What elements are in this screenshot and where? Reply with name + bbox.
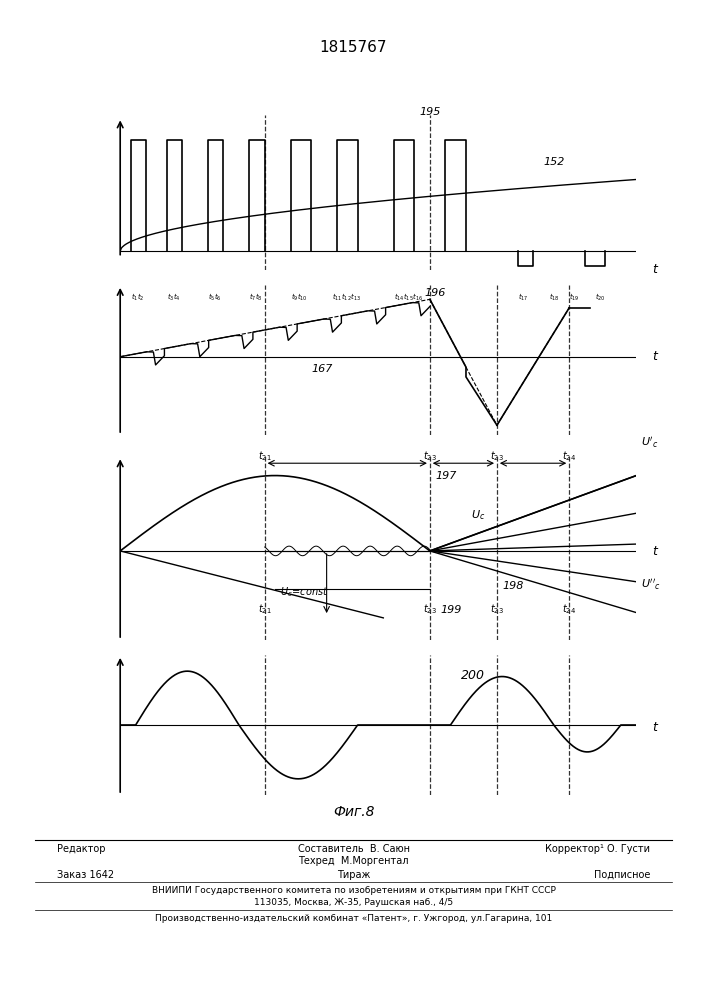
Text: Редактор: Редактор <box>57 844 105 854</box>
Text: ВНИИПИ Государственного комитета по изобретениям и открытиям при ГКНТ СССР: ВНИИПИ Государственного комитета по изоб… <box>151 886 556 895</box>
Text: $t_{14}t_{15}t_{16}$: $t_{14}t_{15}t_{16}$ <box>394 292 423 303</box>
Text: 196: 196 <box>425 288 446 298</box>
Text: $t_{23}$: $t_{23}$ <box>490 449 504 463</box>
Text: $t_{19}$: $t_{19}$ <box>569 292 580 303</box>
Text: $t_{24}$: $t_{24}$ <box>562 602 576 616</box>
Text: $t_{21}$: $t_{21}$ <box>258 449 271 463</box>
Text: $t$: $t$ <box>652 545 659 558</box>
Text: $t_{23}$: $t_{23}$ <box>423 602 437 616</box>
Text: $t_5t_6$: $t_5t_6$ <box>208 292 221 303</box>
Text: $t$: $t$ <box>652 721 659 734</box>
Text: $U'_c$: $U'_c$ <box>641 435 659 450</box>
Text: $U_c\!=\!const$: $U_c\!=\!const$ <box>280 585 329 599</box>
Text: Подписное: Подписное <box>594 870 650 880</box>
Text: Составитель  В. Саюн: Составитель В. Саюн <box>298 844 409 854</box>
Text: $t_3t_4$: $t_3t_4$ <box>167 292 180 303</box>
Text: Корректор¹ О. Густи: Корректор¹ О. Густи <box>545 844 650 854</box>
Text: 152: 152 <box>544 157 565 167</box>
Text: Фиг.8: Фиг.8 <box>333 805 374 819</box>
Text: $U''_c$: $U''_c$ <box>641 578 661 592</box>
Text: $t_{24}$: $t_{24}$ <box>562 449 576 463</box>
Text: 200: 200 <box>461 669 485 682</box>
Text: Производственно-издательский комбинат «Патент», г. Ужгород, ул.Гагарина, 101: Производственно-издательский комбинат «П… <box>155 914 552 923</box>
Text: $t_9t_{10}$: $t_9t_{10}$ <box>291 292 308 303</box>
Text: $t_{21}$: $t_{21}$ <box>258 602 271 616</box>
Text: 113035, Москва, Ж-35, Раушская наб., 4/5: 113035, Москва, Ж-35, Раушская наб., 4/5 <box>254 898 453 907</box>
Text: 199: 199 <box>440 605 462 615</box>
Text: $t_{11}t_{12}t_{13}$: $t_{11}t_{12}t_{13}$ <box>332 292 361 303</box>
Text: $t_7t_8$: $t_7t_8$ <box>250 292 263 303</box>
Text: $t_1t_2$: $t_1t_2$ <box>131 292 144 303</box>
Text: $t_{17}$: $t_{17}$ <box>518 292 528 303</box>
Text: $t_{20}$: $t_{20}$ <box>595 292 606 303</box>
Text: $t$: $t$ <box>652 263 659 276</box>
Text: Заказ 1642: Заказ 1642 <box>57 870 114 880</box>
Text: 195: 195 <box>419 107 441 117</box>
Text: 1815767: 1815767 <box>320 40 387 55</box>
Text: $U_c$: $U_c$ <box>471 508 486 522</box>
Text: 198: 198 <box>502 581 523 591</box>
Text: 197: 197 <box>435 471 457 481</box>
Text: Тираж: Тираж <box>337 870 370 880</box>
Text: $t_{18}$: $t_{18}$ <box>549 292 559 303</box>
Text: Техред  М.Моргентал: Техред М.Моргентал <box>298 856 409 866</box>
Text: 167: 167 <box>311 364 332 374</box>
Text: $t$: $t$ <box>652 350 659 363</box>
Text: $t_{23}$: $t_{23}$ <box>490 602 504 616</box>
Text: $t_{23}$: $t_{23}$ <box>423 449 437 463</box>
